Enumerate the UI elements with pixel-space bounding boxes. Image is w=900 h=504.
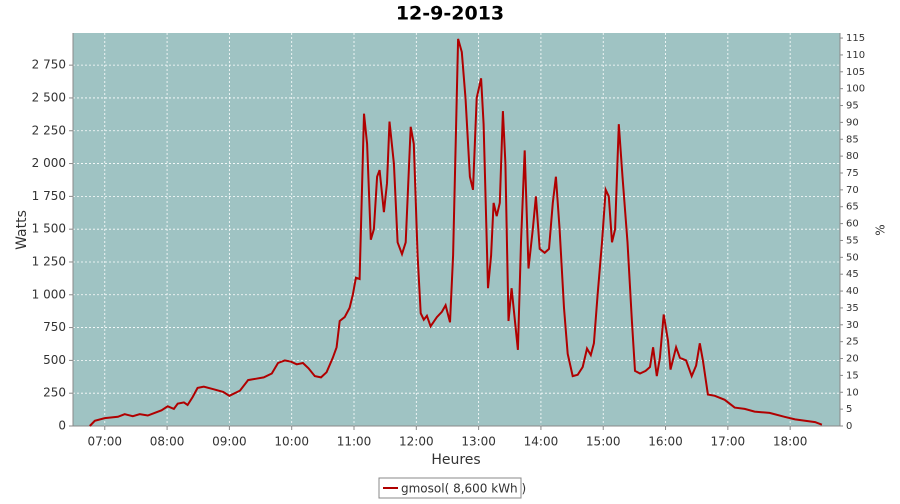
y2-tick-label: 95 <box>846 101 859 112</box>
y2-tick-label: 100 <box>846 84 865 95</box>
series-line <box>89 38 823 427</box>
y-tick-label: 1 500 <box>32 222 66 236</box>
y2-tick-label: 60 <box>846 219 859 230</box>
legend <box>378 477 522 499</box>
y-tick-label: 1 750 <box>32 189 66 203</box>
x-axis-label: Heures <box>431 452 480 468</box>
y-tick-label: 1 250 <box>32 254 66 268</box>
x-tick-label: 10:00 <box>274 435 309 449</box>
y-tick-label: 1 000 <box>32 287 66 301</box>
y2-tick-label: 65 <box>846 202 859 213</box>
y2-tick-label: 15 <box>846 370 859 381</box>
legend-label: gmosol( 8,600 kWh ) <box>401 482 526 496</box>
y2-tick-label: 105 <box>846 67 865 78</box>
y2-tick-label: 10 <box>846 387 859 398</box>
y-tick-label: 2 250 <box>32 123 66 137</box>
x-tick-label: 17:00 <box>711 435 746 449</box>
y2-tick-label: 55 <box>846 235 859 246</box>
y2-tick-label: 50 <box>846 252 859 263</box>
x-tick-label: 07:00 <box>87 435 122 449</box>
y2-tick-label: 75 <box>846 168 859 179</box>
y-tick-label: 2 000 <box>32 156 66 170</box>
y2-tick-label: 115 <box>846 33 865 44</box>
y2-tick-label: 35 <box>846 303 859 314</box>
y2-tick-label: 80 <box>846 151 859 162</box>
y2-tick-label: 85 <box>846 134 859 145</box>
y2-tick-label: 90 <box>846 117 859 128</box>
y-tick-label: 750 <box>43 320 66 334</box>
x-tick-label: 16:00 <box>648 435 683 449</box>
y-tick-label: 2 750 <box>32 58 66 72</box>
x-tick-label: 12:00 <box>399 435 434 449</box>
x-tick-label: 15:00 <box>586 435 621 449</box>
chart-title: 12-9-2013 <box>396 3 504 25</box>
x-tick-label: 18:00 <box>773 435 808 449</box>
y-tick-label: 500 <box>43 353 66 367</box>
y2-tick-label: 110 <box>846 50 865 61</box>
x-tick-label: 14:00 <box>524 435 559 449</box>
x-tick-label: 09:00 <box>212 435 247 449</box>
y2-tick-label: 30 <box>846 320 859 331</box>
y-tick-label: 2 500 <box>32 90 66 104</box>
y-axis-label: Watts <box>14 210 30 250</box>
y-tick-label: 0 <box>58 419 66 433</box>
x-tick-label: 08:00 <box>150 435 185 449</box>
x-tick-label: 13:00 <box>461 435 496 449</box>
y2-tick-label: 25 <box>846 337 859 348</box>
y2-tick-label: 20 <box>846 354 859 365</box>
y-tick-label: 250 <box>43 386 66 400</box>
y2-axis-label: % <box>874 224 888 235</box>
y2-tick-label: 45 <box>846 269 859 280</box>
y2-tick-label: 70 <box>846 185 859 196</box>
y2-tick-label: 40 <box>846 286 859 297</box>
y2-tick-label: 5 <box>846 404 852 415</box>
x-tick-label: 11:00 <box>337 435 372 449</box>
y2-tick-label: 0 <box>846 421 852 432</box>
